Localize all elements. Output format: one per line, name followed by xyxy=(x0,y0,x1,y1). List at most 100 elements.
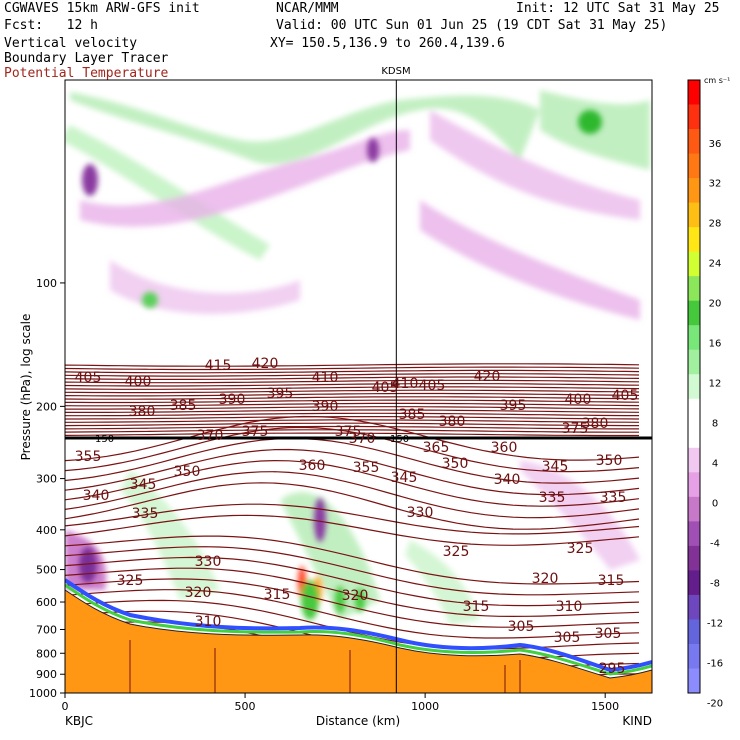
colorbar-label: 24 xyxy=(709,259,722,270)
right-station-label: KIND xyxy=(622,714,652,728)
theta-label: 420 xyxy=(474,369,501,385)
colorbar-label: 0 xyxy=(712,498,718,509)
theta-label: 295 xyxy=(599,661,626,677)
y-tick-label: 100 xyxy=(36,277,57,290)
theta-label: 405 xyxy=(372,380,399,396)
colorbar-swatch xyxy=(688,668,700,694)
theta-contour xyxy=(65,366,640,371)
y-tick-label: 200 xyxy=(36,400,57,413)
theta-label: 375 xyxy=(562,421,589,437)
theta-contour xyxy=(65,432,639,437)
y-tick-label: 700 xyxy=(36,623,57,636)
x-tick-label: 0 xyxy=(62,700,69,713)
theta-contour xyxy=(65,429,639,433)
theta-label: 310 xyxy=(556,599,583,615)
theta-contour xyxy=(65,556,640,607)
theta-label: 410 xyxy=(392,376,419,392)
theta-contour xyxy=(65,416,640,420)
field-potential-temperature: Potential Temperature xyxy=(4,66,169,81)
left-station-label: KBJC xyxy=(65,714,93,728)
theta-label: 305 xyxy=(508,619,535,635)
colorbar-label: -20 xyxy=(707,698,723,709)
x-tick-label: 1500 xyxy=(591,700,619,713)
theta-label: 370 xyxy=(349,431,376,447)
colorbar-swatch xyxy=(688,251,700,277)
theta-label: 345 xyxy=(391,470,418,486)
theta-label: 365 xyxy=(423,440,450,456)
theta-label: 330 xyxy=(407,505,434,521)
theta-label: 395 xyxy=(500,398,527,414)
theta-label: 415 xyxy=(205,358,232,374)
theta-contour xyxy=(65,425,639,430)
theta-label: 335 xyxy=(539,490,566,506)
theta-contour xyxy=(65,412,639,417)
colorbar-swatch xyxy=(688,300,700,326)
theta-label: 370 xyxy=(197,428,224,444)
theta-contour xyxy=(65,589,640,639)
theta-label: 340 xyxy=(83,488,110,504)
theta-label: 385 xyxy=(170,398,197,414)
theta-contour xyxy=(65,373,640,377)
theta-contour xyxy=(65,399,640,404)
theta-contour xyxy=(65,379,640,384)
colorbar-swatch xyxy=(688,619,700,645)
colorbar-swatch xyxy=(688,349,700,375)
x-axis-label: Distance (km) xyxy=(316,714,400,728)
theta-label: 385 xyxy=(399,407,426,423)
theta-label: 335 xyxy=(600,490,627,506)
theta-label: 345 xyxy=(542,459,569,475)
theta-label: 360 xyxy=(491,440,518,456)
theta-contour xyxy=(65,482,640,530)
theta-label: 380 xyxy=(439,414,466,430)
theta-label: 325 xyxy=(443,544,470,560)
tropopause-label-left: 150 xyxy=(95,434,114,445)
theta-label: 405 xyxy=(419,378,446,394)
org-label: NCAR/MMM xyxy=(276,1,339,16)
theta-label: 380 xyxy=(129,404,156,420)
theta-contour xyxy=(65,535,640,585)
theta-label: 360 xyxy=(299,458,326,474)
colorbar-swatch xyxy=(688,423,700,449)
colorbar-swatch xyxy=(688,276,700,302)
theta-contour xyxy=(65,578,640,628)
theta-label: 315 xyxy=(598,573,625,589)
colorbar-label: -12 xyxy=(707,618,723,629)
theta-label: 315 xyxy=(463,599,490,615)
colorbar-swatch xyxy=(688,594,700,620)
theta-contour xyxy=(65,409,640,413)
theta-contour xyxy=(65,363,640,367)
theta-label: 405 xyxy=(612,388,639,404)
field-boundary-layer-tracer: Boundary Layer Tracer xyxy=(4,51,169,66)
theta-label: 310 xyxy=(195,614,222,630)
theta-label: 350 xyxy=(174,464,201,480)
colorbar-swatch xyxy=(688,545,700,571)
y-tick-label: 800 xyxy=(36,647,57,660)
theta-label: 390 xyxy=(312,399,339,415)
colorbar-swatch xyxy=(688,227,700,253)
colorbar-swatch xyxy=(688,325,700,351)
y-axis: 100 200 300 400 500 600 700 800 900 1000 xyxy=(29,277,65,700)
theta-contour xyxy=(65,567,640,618)
theta-contour xyxy=(65,514,640,546)
colorbar-label: -4 xyxy=(710,538,720,549)
theta-contour xyxy=(65,426,640,473)
theta-contour xyxy=(65,406,640,410)
theta-label: 355 xyxy=(75,449,102,465)
y-tick-label: 600 xyxy=(36,596,57,609)
theta-label: 410 xyxy=(312,370,339,386)
theta-label: 390 xyxy=(219,392,246,408)
theta-label: 330 xyxy=(195,554,222,570)
theta-contour xyxy=(65,459,640,507)
x-tick-label: 500 xyxy=(235,700,256,713)
theta-label: 405 xyxy=(75,370,102,386)
theta-contour xyxy=(65,437,640,484)
colorbar-swatch xyxy=(688,472,700,498)
colorbar-swatch xyxy=(688,521,700,547)
colorbar-swatch xyxy=(688,129,700,155)
theta-label: 380 xyxy=(582,416,609,432)
theta-label: 375 xyxy=(335,424,362,440)
colorbar-swatch xyxy=(688,570,700,596)
theta-label: 350 xyxy=(596,453,623,469)
